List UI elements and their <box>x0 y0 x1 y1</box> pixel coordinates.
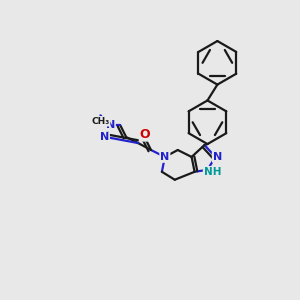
Text: N: N <box>106 120 115 130</box>
Text: O: O <box>140 128 150 141</box>
Text: N: N <box>100 132 109 142</box>
Text: NH: NH <box>204 167 221 177</box>
Text: CH₃: CH₃ <box>91 117 110 126</box>
Text: N: N <box>160 152 170 162</box>
Text: N: N <box>213 152 222 162</box>
